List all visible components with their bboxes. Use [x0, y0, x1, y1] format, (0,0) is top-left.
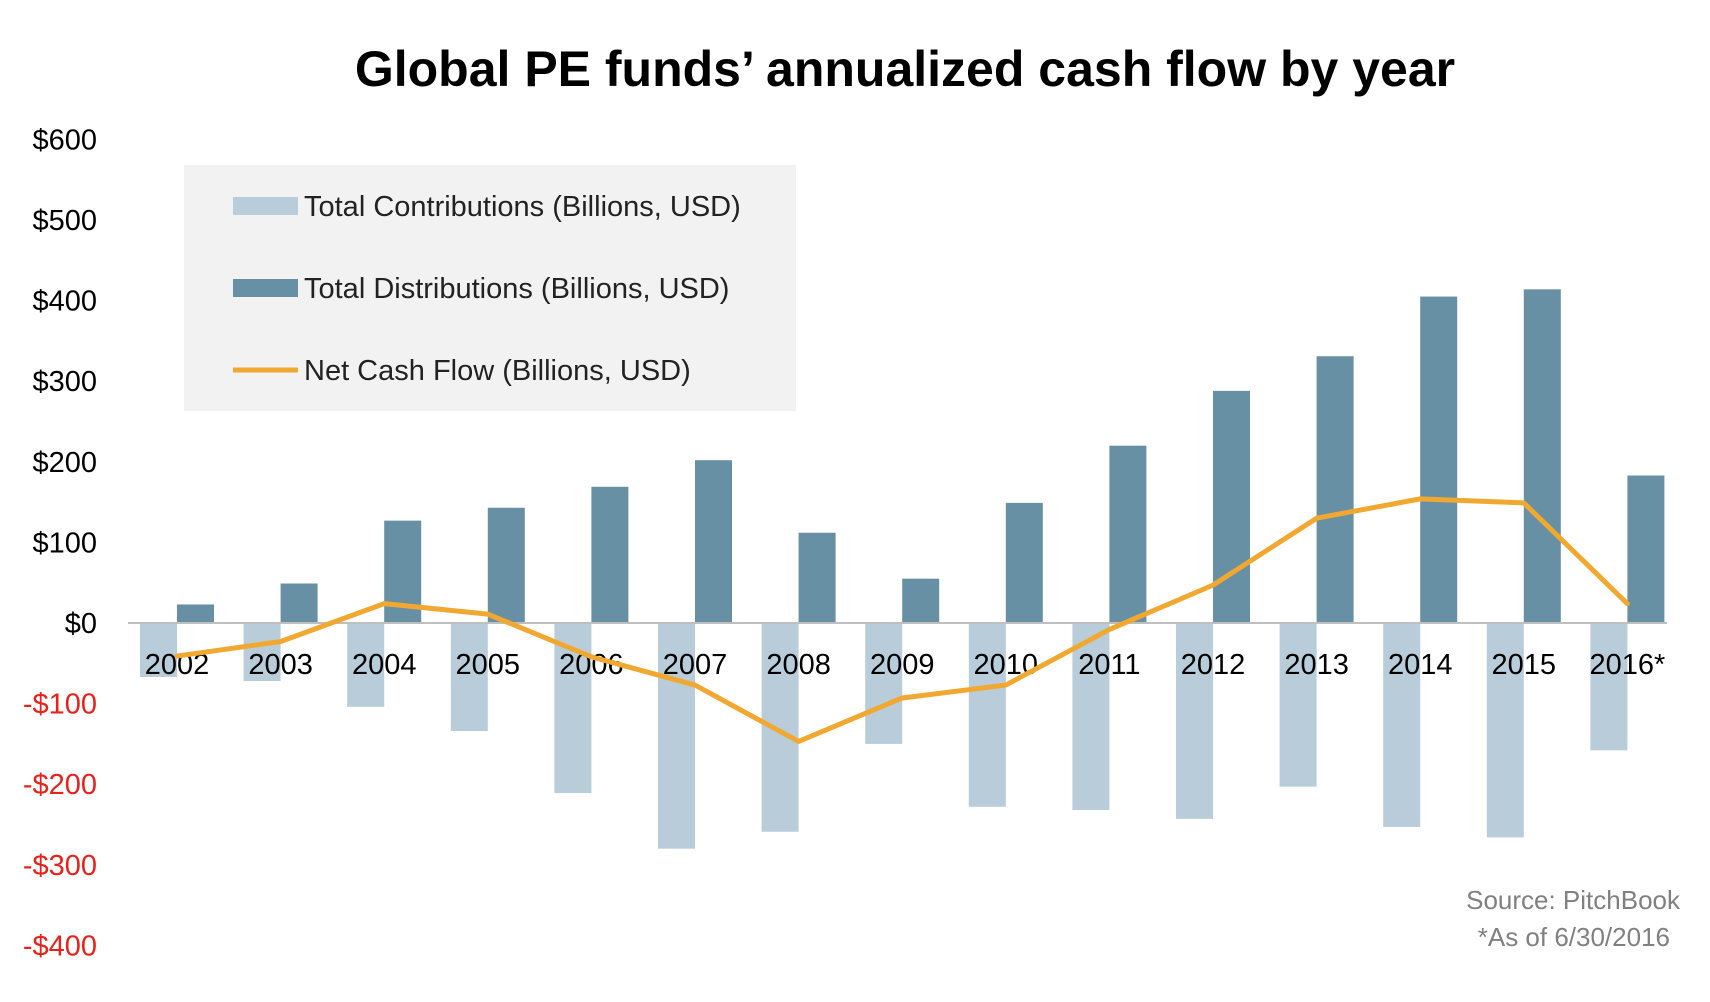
- legend-entry: Total Contributions (Billions, USD): [304, 191, 741, 223]
- chart-title: Global PE funds’ annualized cash flow by…: [355, 41, 1455, 97]
- y-axis: $600 $500 $400 $300 $200 $100 $0 -$100 -$200 -$30…: [23, 124, 97, 962]
- contribution-bar: [1176, 623, 1213, 819]
- distribution-bar: [280, 583, 318, 623]
- net-cash-flow-line-group: [174, 496, 1630, 744]
- x-tick-label: 2013: [1284, 649, 1349, 681]
- legend-swatch: [233, 279, 298, 297]
- distribution-bar: [695, 460, 732, 623]
- x-tick-label: 2004: [352, 649, 417, 681]
- distribution-bar: [1109, 445, 1147, 623]
- contribution-bar: [1590, 623, 1628, 751]
- x-tick-label: 2010: [974, 649, 1039, 681]
- contribution-bar: [865, 623, 903, 744]
- y-tick-label: $500: [32, 205, 97, 237]
- contribution-bar: [658, 623, 695, 849]
- x-tick-label: 2014: [1388, 649, 1453, 681]
- contribution-bar: [243, 623, 281, 682]
- contribution-bar: [347, 623, 385, 707]
- contribution-bar: [450, 623, 488, 732]
- y-tick-label: -$200: [23, 769, 97, 801]
- distribution-bar: [1420, 296, 1458, 623]
- y-tick-label: -$100: [23, 689, 97, 721]
- x-tick-label: 2003: [248, 649, 313, 681]
- contribution-bar: [1486, 623, 1524, 838]
- source-note: Source: PitchBook: [1466, 885, 1681, 915]
- y-tick-label: $400: [32, 286, 97, 318]
- notes: Source: PitchBook *As of 6/30/2016: [1466, 885, 1681, 952]
- distribution-bar: [902, 578, 940, 623]
- distribution-bar: [177, 604, 214, 623]
- y-tick-label: $200: [32, 447, 97, 479]
- legend-swatch: [233, 197, 298, 215]
- y-tick-label: $600: [32, 124, 97, 156]
- as-of-note: *As of 6/30/2016: [1478, 922, 1670, 952]
- x-tick-label: 2008: [766, 649, 831, 681]
- contribution-bar: [1072, 623, 1110, 810]
- legend-entry: Total Distributions (Billions, USD): [304, 273, 729, 305]
- contribution-bar: [140, 623, 177, 678]
- distribution-bar: [1523, 289, 1561, 623]
- x-tick-label: 2015: [1492, 649, 1557, 681]
- x-axis: 2002 2003 2004 2005 2006 2007 2008 2009 2010 2011…: [145, 649, 1666, 681]
- x-tick-label: 2009: [870, 649, 935, 681]
- net-cash-flow-line: [174, 496, 1630, 744]
- y-tick-label: $100: [32, 527, 97, 559]
- x-tick-label: 2016*: [1589, 649, 1665, 681]
- y-tick-label: -$300: [23, 850, 97, 882]
- y-tick-label: $300: [32, 366, 97, 398]
- legend: Total Contributions (Billions, USD) Total…: [184, 165, 796, 411]
- distribution-bar: [591, 486, 629, 623]
- contribution-bar: [968, 623, 1006, 807]
- bars: [140, 289, 1665, 849]
- distribution-bar: [798, 532, 836, 623]
- contribution-bar: [1383, 623, 1421, 827]
- x-tick-label: 2007: [663, 649, 728, 681]
- distribution-bar: [1316, 356, 1354, 623]
- y-tick-label: $0: [65, 608, 97, 640]
- x-tick-label: 2005: [456, 649, 521, 681]
- distribution-bar: [487, 507, 525, 623]
- contribution-bar: [1279, 623, 1317, 787]
- distribution-bar: [1213, 390, 1250, 623]
- legend-entry: Net Cash Flow (Billions, USD): [304, 355, 691, 387]
- distribution-bar: [1627, 475, 1665, 623]
- distribution-bar: [1005, 502, 1043, 623]
- y-tick-label: -$400: [23, 930, 97, 962]
- x-tick-label: 2012: [1181, 649, 1246, 681]
- x-tick-label: 2011: [1078, 649, 1140, 681]
